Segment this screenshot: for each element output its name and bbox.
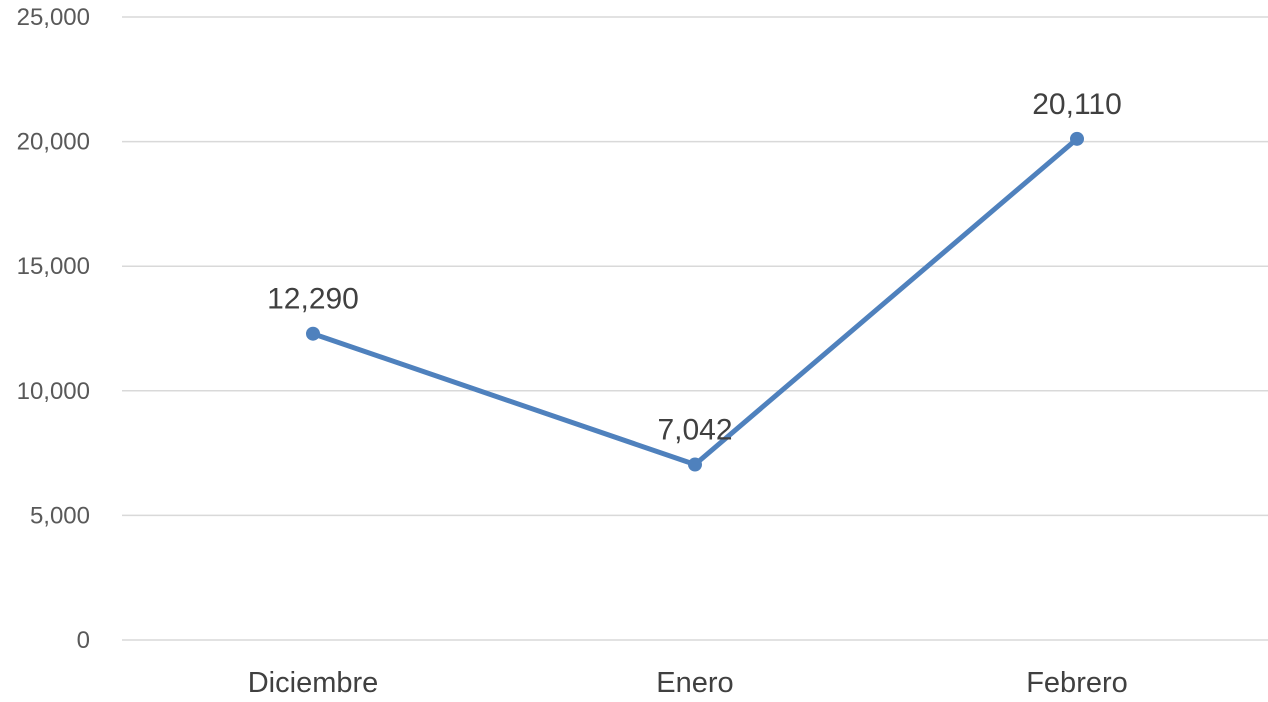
data-point (306, 326, 320, 341)
data-label: 7,042 (657, 414, 732, 447)
x-tick-label: Diciembre (248, 667, 379, 699)
x-tick-label: Enero (656, 667, 733, 699)
series-layer (306, 131, 1084, 472)
y-tick-label: 20,000 (17, 129, 90, 156)
gridlines (122, 16, 1268, 641)
data-label: 12,290 (267, 283, 359, 316)
y-tick-label: 10,000 (17, 378, 90, 405)
x-axis-tick-labels: Diciembre Enero Febrero (248, 667, 1128, 699)
data-labels: 12,290 7,042 20,110 (267, 88, 1122, 447)
data-point (1070, 131, 1084, 146)
data-label: 20,110 (1032, 88, 1122, 121)
x-tick-label: Febrero (1026, 667, 1128, 699)
y-tick-label: 25,000 (17, 4, 90, 31)
y-tick-label: 5,000 (30, 502, 90, 529)
data-point (688, 457, 702, 472)
y-axis-tick-labels: 0 5,000 10,000 15,000 20,000 25,000 (17, 4, 90, 654)
y-tick-label: 15,000 (17, 253, 90, 280)
y-tick-label: 0 (77, 627, 90, 654)
